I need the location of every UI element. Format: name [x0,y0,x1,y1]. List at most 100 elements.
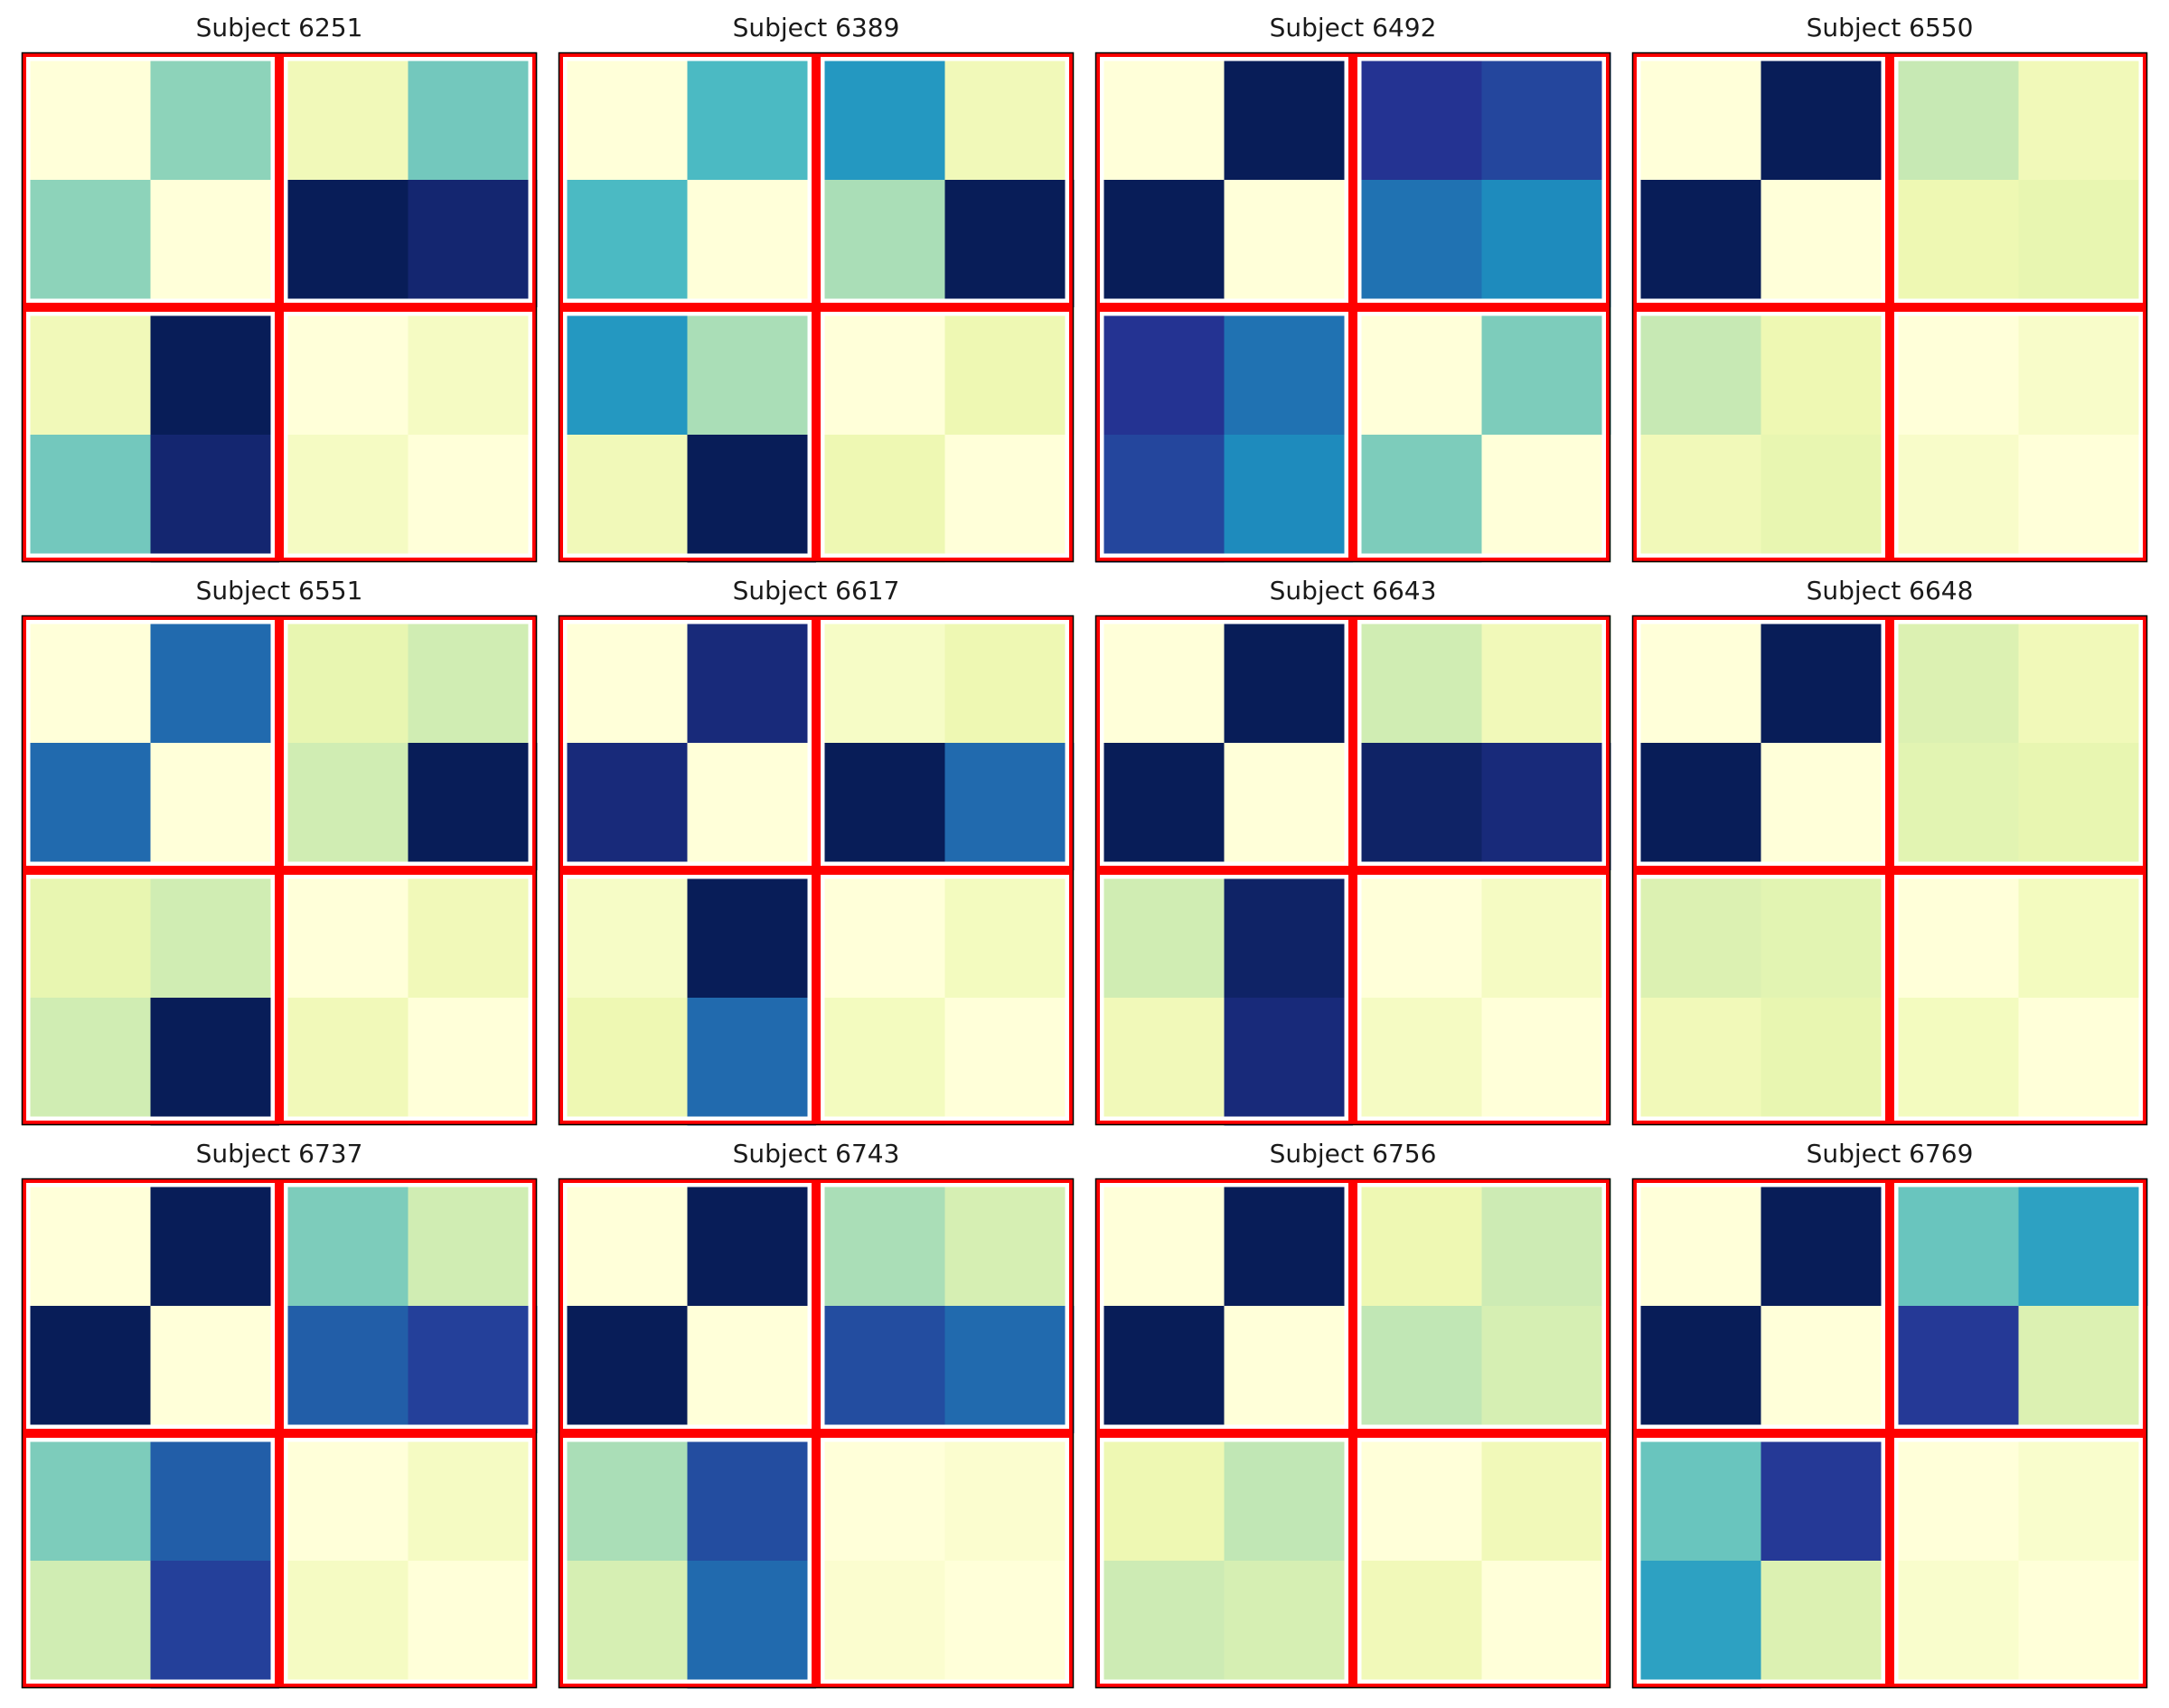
block-outline [1632,870,1890,1125]
block-outline [559,52,816,307]
axes-frame [1094,615,1611,1126]
heatmap-cell [2018,615,2148,744]
block-halo [1636,619,1886,867]
heatmap-cell [1761,1306,1891,1434]
heatmap-cell [1890,1561,2019,1689]
heatmap-cell [816,743,945,871]
heatmap-cell [1353,180,1482,308]
block-halo [1099,56,1349,304]
block-outline [22,870,279,1125]
heatmap-cell [22,52,151,181]
heatmap-panel: Subject 6492 [1094,0,1611,563]
heatmap-cell [1632,435,1761,563]
block-outline [816,615,1074,870]
heatmap-panel: Subject 6643 [1094,563,1611,1126]
heatmap-cell [687,998,817,1126]
axes-frame [21,1178,538,1689]
axes-frame [1631,615,2148,1126]
block-outline [279,870,537,1125]
heatmap-cell [1353,1433,1482,1562]
block-halo [25,1182,276,1430]
block-halo [562,1182,812,1430]
heatmap-cell [408,870,538,999]
block-outline [279,1178,537,1433]
heatmap-cell [944,743,1075,871]
heatmap-cell [150,743,280,871]
heatmap-cell [944,998,1075,1126]
heatmap-cell [944,870,1075,999]
heatmap-cell [2018,870,2148,999]
heatmap-cell [1353,435,1482,563]
block-halo [1357,619,1607,867]
heatmap-panel: Subject 6756 [1094,1126,1611,1689]
heatmap-cell [150,180,280,308]
heatmap-cell [559,615,688,744]
panel-title: Subject 6251 [195,13,363,42]
heatmap-cell [1224,998,1354,1126]
block-outline [1353,1433,1610,1688]
heatmap-cell [1481,743,1611,871]
heatmap-cell [1095,1433,1225,1562]
block-outline [816,52,1074,307]
heatmap-cell [408,1306,538,1434]
heatmap-cell [150,435,280,563]
heatmap-cell [1095,1178,1225,1307]
axes-frame [1631,52,2148,563]
heatmap-cell [944,615,1075,744]
block-outline [816,1178,1074,1433]
block-outline [816,1433,1074,1688]
heatmap-cell [1632,1306,1761,1434]
heatmap-cell [1890,998,2019,1126]
block-halo [1893,1437,2144,1685]
block-halo [820,56,1070,304]
heatmap-cell [816,870,945,999]
heatmap-cell [150,52,280,181]
heatmap-cell [816,1561,945,1689]
heatmap-cell [408,615,538,744]
block-outline [1890,52,2147,307]
heatmap-cell [1095,870,1225,999]
block-outline [1890,870,2147,1125]
heatmap-cell [2018,998,2148,1126]
block-outline [1095,52,1353,307]
heatmap-cell [408,1561,538,1689]
heatmap-cell [559,307,688,436]
heatmap-cell [2018,1178,2148,1307]
heatmap-cell [22,307,151,436]
heatmap-cell [2018,180,2148,308]
heatmap-cell [1632,1561,1761,1689]
heatmap-cell [150,615,280,744]
block-halo [562,311,812,558]
heatmap-cell [687,307,817,436]
heatmap-cell [1095,435,1225,563]
block-outline [1095,1433,1353,1688]
heatmap-cell [22,1178,151,1307]
heatmap-plot [558,615,1075,1126]
block-halo [25,619,276,867]
heatmap-cell [1890,615,2019,744]
heatmap-cell [408,1433,538,1562]
axes-frame [21,615,538,1126]
heatmap-panel: Subject 6648 [1631,563,2148,1126]
heatmap-plot [21,615,538,1126]
heatmap-cell [687,1561,817,1689]
heatmap-cell [1632,998,1761,1126]
block-outline [22,1178,279,1433]
heatmap-plot [1631,52,2148,563]
heatmap-cell [1224,870,1354,999]
heatmap-cell [1353,870,1482,999]
heatmap-cell [1481,615,1611,744]
heatmap-cell [150,307,280,436]
panel-title: Subject 6643 [1269,576,1437,605]
block-halo [25,311,276,558]
heatmap-cell [22,180,151,308]
block-halo [820,1182,1070,1430]
heatmap-cell [2018,307,2148,436]
heatmap-cell [22,1306,151,1434]
block-halo [1357,56,1607,304]
heatmap-cell [1761,615,1891,744]
heatmap-plot [558,52,1075,563]
block-outline [1632,615,1890,870]
block-halo [1357,1437,1607,1685]
block-outline [1890,615,2147,870]
